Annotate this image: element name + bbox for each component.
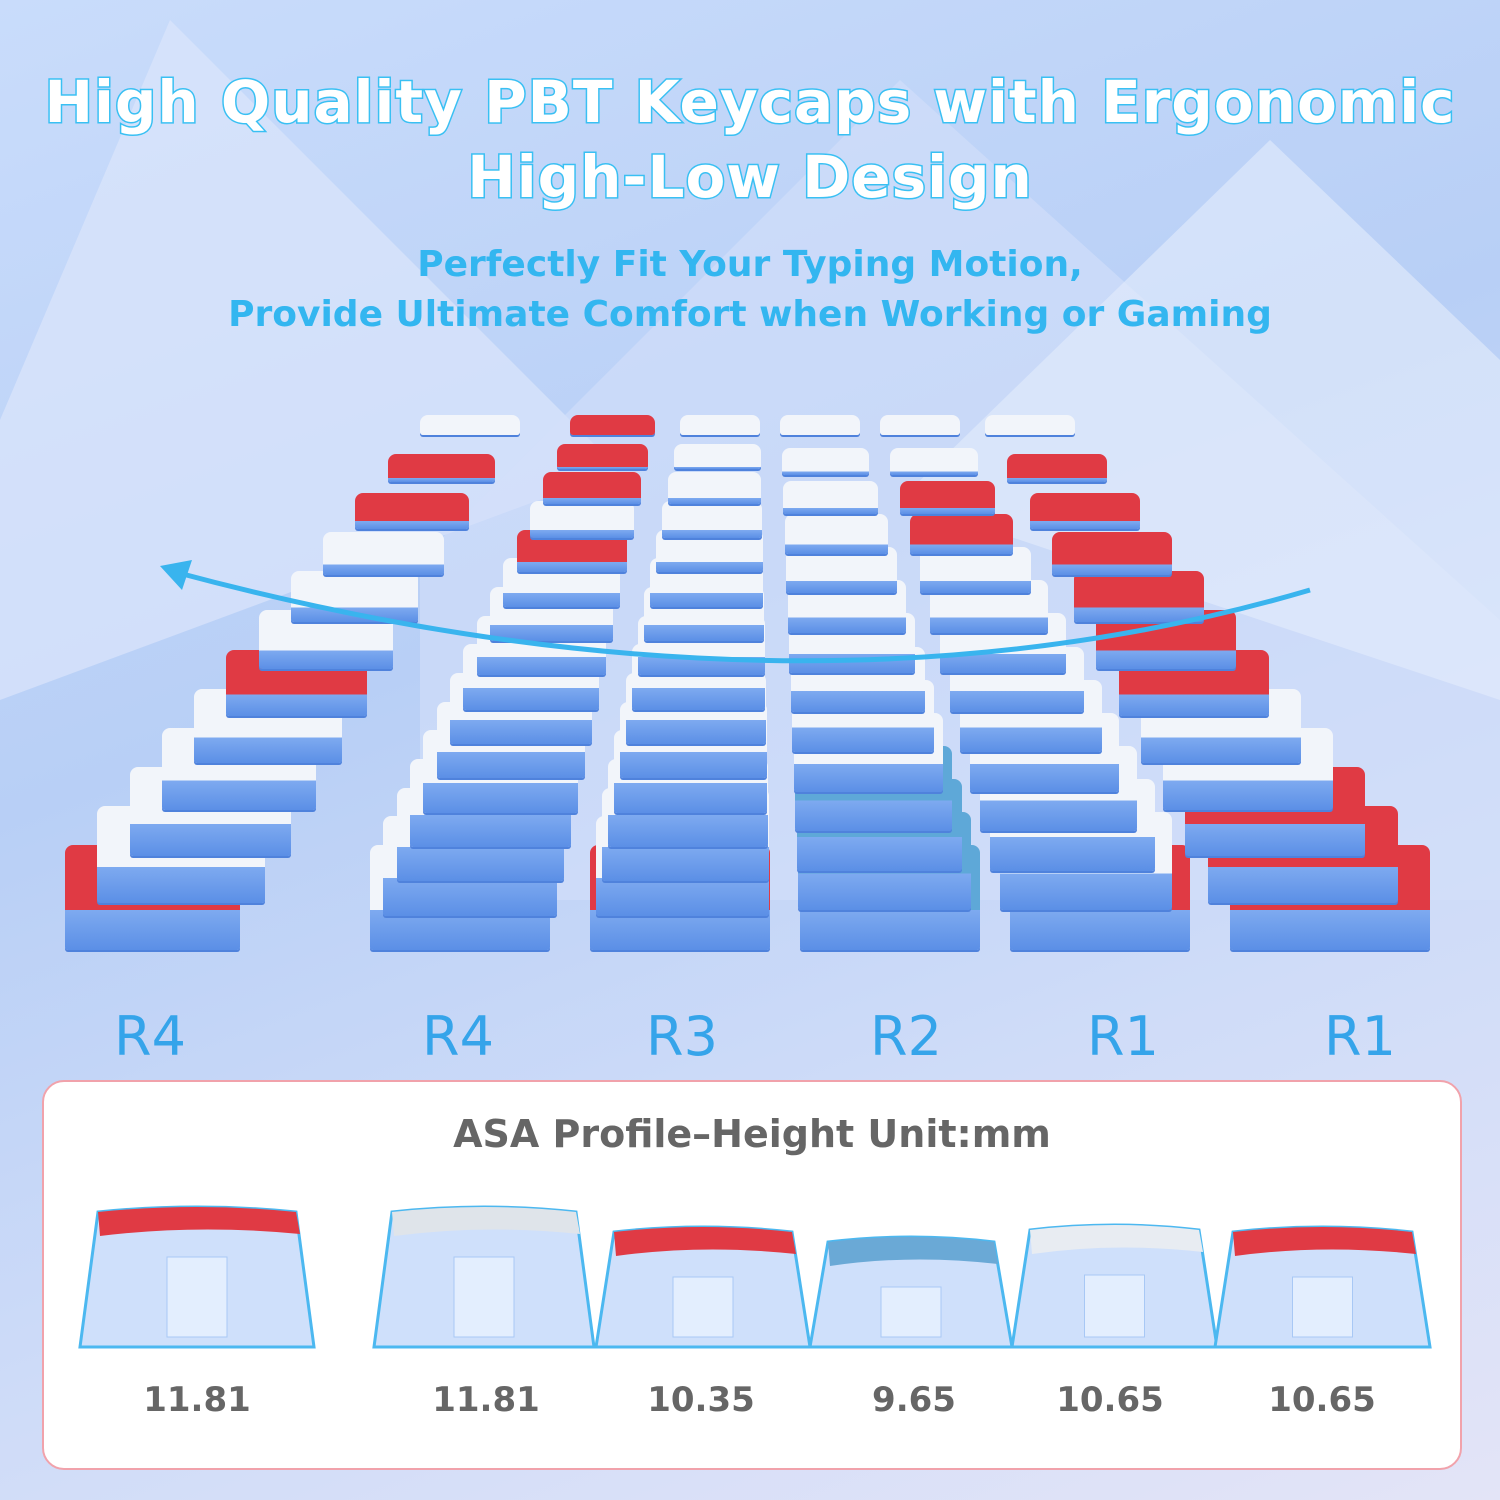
headline-line2: High-Low Design [466, 142, 1034, 213]
height-value: 9.65 [872, 1380, 956, 1420]
keycap-profile [594, 1225, 812, 1349]
row-label: R1 [1324, 1005, 1396, 1068]
keycap [1029, 493, 1140, 529]
keycap [780, 415, 860, 435]
keycap-profile [372, 1205, 596, 1349]
row-label: R4 [422, 1005, 494, 1068]
keycap [890, 448, 978, 475]
keycap [1007, 454, 1108, 482]
keycap [668, 472, 762, 504]
keycap [355, 493, 470, 529]
height-value: 10.65 [1056, 1380, 1164, 1420]
row-label: R1 [1087, 1005, 1159, 1068]
height-value: 10.65 [1268, 1380, 1376, 1420]
keycap-profile [78, 1205, 316, 1349]
profile-title: ASA Profile–Height Unit:mm [453, 1112, 1051, 1156]
subheadline-line1: Perfectly Fit Your Typing Motion, [417, 244, 1083, 285]
keycap [920, 547, 1031, 594]
height-value: 10.35 [647, 1380, 755, 1420]
profile-height-panel: ASA Profile–Height Unit:mm 11.81 11.81 10.… [42, 1080, 1462, 1470]
keycap [1051, 532, 1172, 576]
keycap [783, 481, 879, 515]
keycap-profile [1213, 1225, 1432, 1349]
row-label: R3 [646, 1005, 718, 1068]
keycap [556, 443, 648, 470]
row-label: R4 [114, 1005, 186, 1068]
keycap [662, 501, 762, 538]
keycap [387, 454, 495, 482]
keycap [570, 415, 655, 435]
headline-line1: High Quality PBT Keycaps with Ergonomic [43, 67, 1456, 138]
height-value: 11.81 [143, 1380, 251, 1420]
keycap [674, 443, 761, 470]
keycap [781, 448, 870, 475]
height-value: 11.81 [432, 1380, 540, 1420]
keycap-profile [808, 1235, 1014, 1349]
keycap [543, 472, 641, 504]
keycap [323, 532, 444, 576]
keycap [530, 501, 634, 538]
keycap [900, 481, 996, 515]
keycap [786, 547, 897, 594]
keycap [910, 514, 1014, 554]
row-label: R2 [870, 1005, 942, 1068]
keycap [420, 415, 520, 435]
keycap [880, 415, 960, 435]
keycap [1074, 571, 1205, 623]
profile-keycaps [78, 1205, 1432, 1349]
subheadline-line2: Provide Ultimate Comfort when Working or… [228, 294, 1272, 335]
keycap [985, 415, 1075, 435]
keycap [784, 514, 888, 554]
keycap [680, 415, 760, 435]
keyboard-keycap-rows [0, 400, 1500, 1010]
keycap-profile [1010, 1223, 1219, 1349]
